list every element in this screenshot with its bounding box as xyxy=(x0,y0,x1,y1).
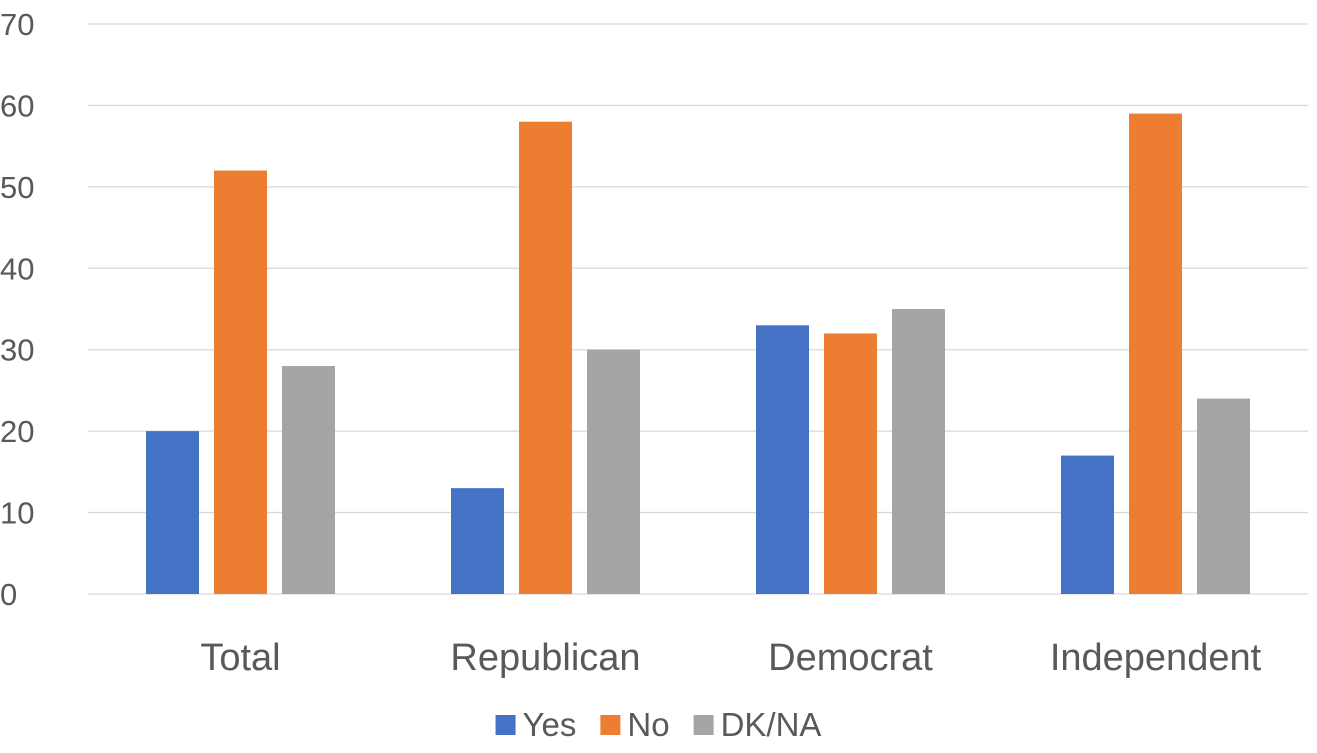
legend-swatch xyxy=(495,715,516,735)
bar-yes-republican xyxy=(451,488,504,594)
x-category-label: Independent xyxy=(1050,637,1262,679)
legend-label: DK/NA xyxy=(721,706,822,743)
bar-dk-na-independent xyxy=(1197,398,1250,594)
bar-yes-independent xyxy=(1061,455,1114,594)
y-axis-tick-labels: 0 10 20 30 40 50 60 70 xyxy=(0,7,34,612)
bar-dk-na-democrat xyxy=(892,309,945,594)
legend-swatch xyxy=(693,715,714,735)
y-tick-label: 50 xyxy=(0,170,34,205)
y-tick-label: 20 xyxy=(0,414,34,449)
y-tick-label: 60 xyxy=(0,88,34,123)
legend-swatch xyxy=(600,715,621,735)
bar-yes-democrat xyxy=(756,325,809,594)
bar-dk-na-total xyxy=(282,366,335,594)
bar-no-total xyxy=(214,170,267,595)
x-axis-category-labels: Total Republican Democrat Independent xyxy=(200,637,1261,679)
x-category-label: Democrat xyxy=(768,637,933,679)
legend-label: Yes xyxy=(523,706,577,743)
bar-dk-na-republican xyxy=(587,349,640,594)
legend: Yes No DK/NA xyxy=(495,706,822,743)
legend-item: DK/NA xyxy=(693,706,822,743)
y-tick-label: 10 xyxy=(0,496,34,531)
y-tick-label: 30 xyxy=(0,333,34,368)
legend-label: No xyxy=(627,706,669,743)
bar-no-independent xyxy=(1129,113,1182,595)
x-category-label: Total xyxy=(200,637,280,679)
bars xyxy=(146,113,1250,595)
gridlines xyxy=(88,23,1308,595)
y-tick-label: 70 xyxy=(0,7,34,42)
bar-yes-total xyxy=(146,431,199,594)
legend-item: Yes xyxy=(495,706,577,743)
y-tick-label: 40 xyxy=(0,251,34,286)
legend-item: No xyxy=(600,706,670,743)
bar-no-democrat xyxy=(824,333,877,594)
y-tick-label: 0 xyxy=(0,577,17,612)
x-category-label: Republican xyxy=(450,637,640,679)
bar-no-republican xyxy=(519,121,572,594)
